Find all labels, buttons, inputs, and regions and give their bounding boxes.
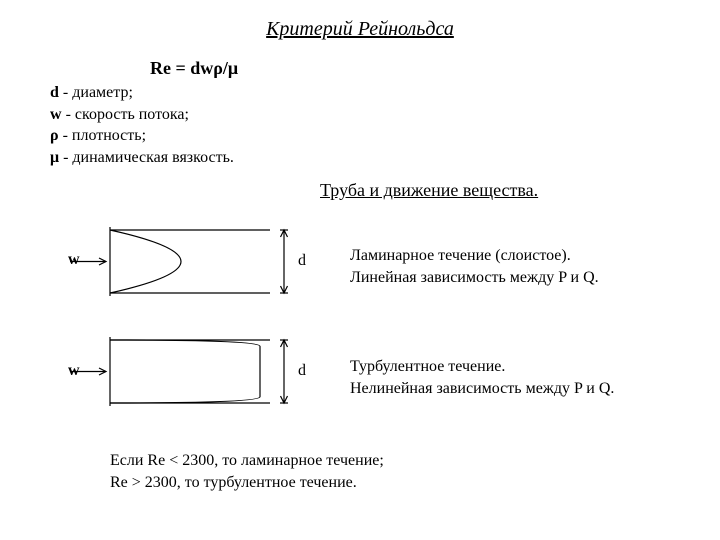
turbulent-description: Турбулентное течение. Нелинейная зависим…: [350, 356, 680, 399]
page-title: Критерий Рейнольдса: [0, 18, 720, 41]
reynolds-formula: Re = dwρ/μ: [150, 58, 238, 79]
label-d-turbulent: d: [298, 362, 306, 380]
def-mu-term: μ: [50, 149, 59, 166]
def-w: w - скорость потока;: [50, 104, 234, 126]
label-w-turbulent: w: [68, 362, 80, 380]
flow-diagrams: [60, 218, 320, 418]
definitions-list: d - диаметр; w - скорость потока; ρ - пл…: [50, 82, 234, 168]
def-mu: μ - динамическая вязкость.: [50, 147, 234, 169]
turbulent-line2: Нелинейная зависимость между P и Q.: [350, 378, 680, 400]
laminar-line2: Линейная зависимость между P и Q.: [350, 267, 680, 289]
def-rho-desc: - плотность;: [59, 127, 146, 144]
def-d: d - диаметр;: [50, 82, 234, 104]
def-w-desc: - скорость потока;: [62, 106, 189, 123]
def-d-desc: - диаметр;: [59, 84, 133, 101]
label-d-laminar: d: [298, 252, 306, 270]
def-w-term: w: [50, 106, 62, 123]
threshold-line2: Re > 2300, то турбулентное течение.: [110, 472, 384, 494]
laminar-line1: Ламинарное течение (слоистое).: [350, 245, 680, 267]
flow-diagram-svg: [60, 218, 320, 418]
def-rho: ρ - плотность;: [50, 125, 234, 147]
threshold-note: Если Re < 2300, то ламинарное течение; R…: [110, 450, 384, 495]
def-mu-desc: - динамическая вязкость.: [59, 149, 234, 166]
def-rho-term: ρ: [50, 127, 59, 144]
laminar-description: Ламинарное течение (слоистое). Линейная …: [350, 245, 680, 288]
page: Критерий Рейнольдса Re = dwρ/μ d - диаме…: [0, 0, 720, 540]
label-w-laminar: w: [68, 251, 80, 269]
diagram-subtitle: Труба и движение вещества.: [320, 180, 538, 201]
turbulent-line1: Турбулентное течение.: [350, 356, 680, 378]
threshold-line1: Если Re < 2300, то ламинарное течение;: [110, 450, 384, 472]
def-d-term: d: [50, 84, 59, 101]
